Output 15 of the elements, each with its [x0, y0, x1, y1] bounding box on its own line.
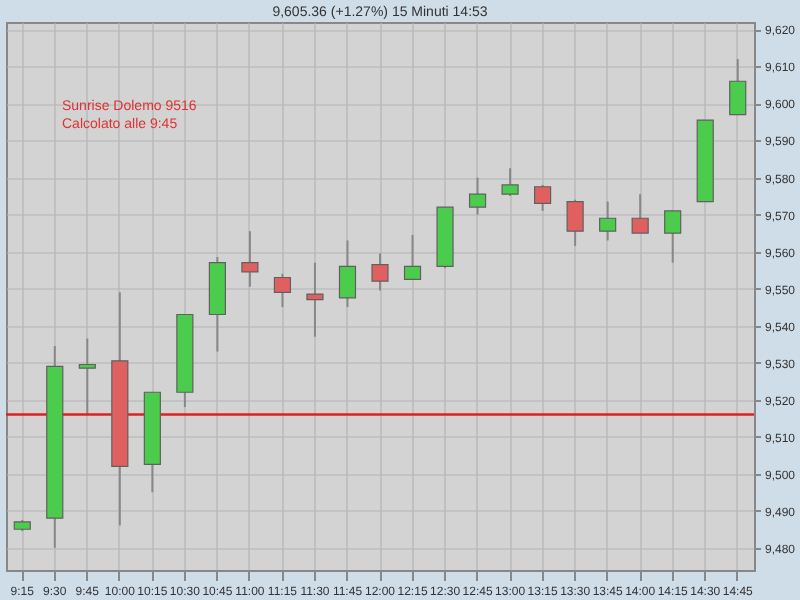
candlestick: [273, 272, 292, 309]
candlestick: [468, 176, 487, 216]
candlestick: [371, 252, 389, 292]
candlestick: [306, 261, 324, 338]
candlestick: [729, 58, 747, 116]
candlestick: [631, 193, 649, 235]
candlestick: [338, 239, 357, 309]
candlestick: [78, 337, 96, 416]
candlestick: [599, 200, 617, 242]
candlestick: [241, 230, 259, 288]
candlestick: [566, 198, 584, 248]
candlestick: [664, 209, 682, 264]
candlestick: [501, 167, 519, 198]
candlestick: [403, 233, 422, 281]
candlestick: [534, 183, 552, 212]
